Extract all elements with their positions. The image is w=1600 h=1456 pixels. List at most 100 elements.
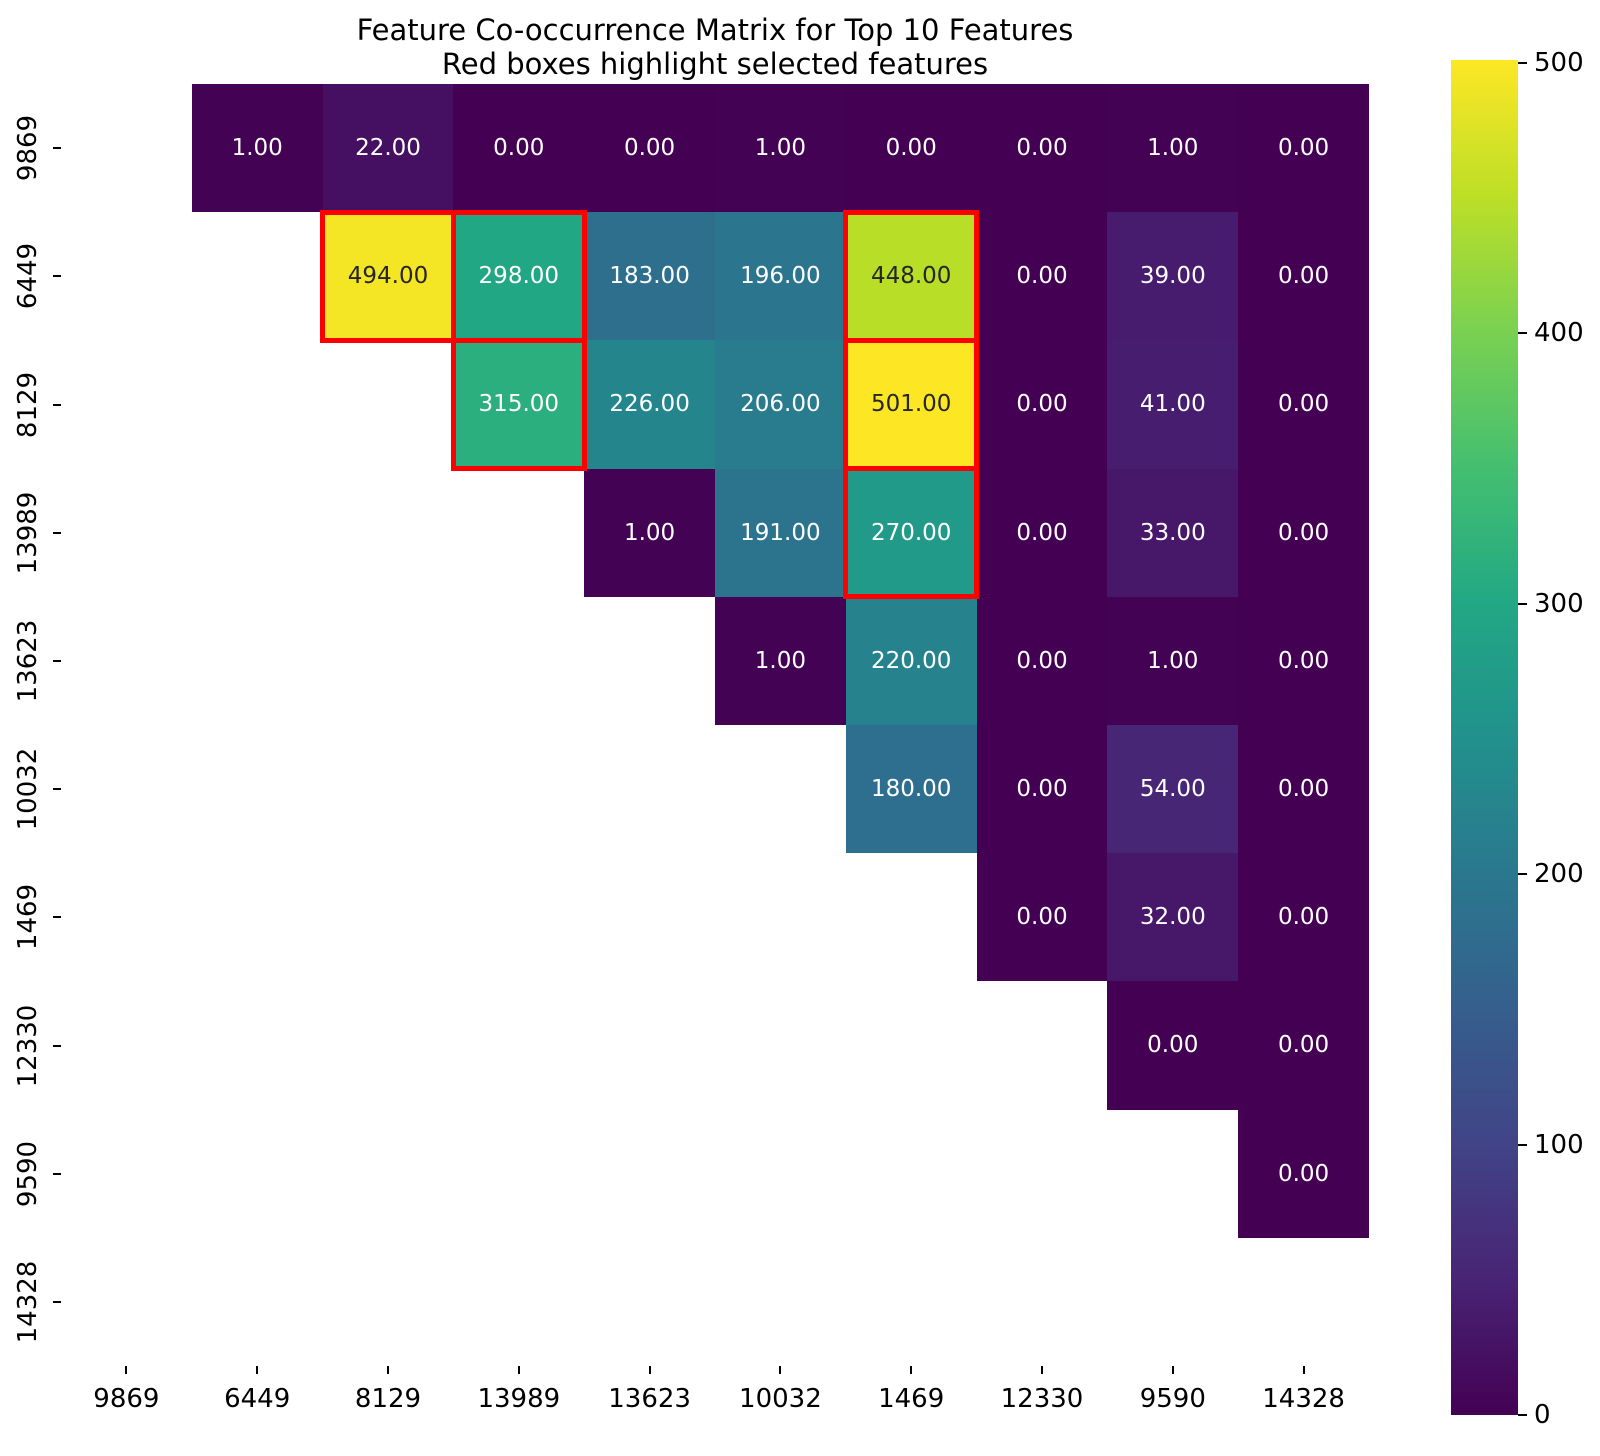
cell-13623-12330: 0.00: [976, 596, 1108, 725]
cell-9869-8129: 22.00: [322, 84, 454, 213]
cell-10032-14328: 0.00: [1238, 725, 1369, 854]
cell-9869-10032: 1.00: [715, 84, 846, 213]
y-tick-label-1469: 1469: [13, 884, 43, 951]
y-tick-label-14328: 14328: [13, 1260, 43, 1344]
cell-8129-14328: 0.00: [1238, 340, 1369, 469]
colorbar-tick-label-0: 0: [1534, 1400, 1551, 1430]
y-tick-label-6449: 6449: [13, 243, 43, 310]
chart-title-line2: Red boxes highlight selected features: [441, 47, 989, 81]
y-tick-mark: [53, 788, 61, 791]
x-tick-mark: [1041, 1366, 1043, 1374]
cell-8129-9590: 41.00: [1107, 340, 1239, 469]
cell-9869-12330: 0.00: [976, 84, 1108, 213]
y-tick-label-9869: 9869: [13, 115, 43, 182]
x-tick-mark: [1171, 1366, 1174, 1374]
y-tick-label-12330: 12330: [13, 1004, 43, 1087]
y-tick-mark: [53, 275, 61, 278]
y-tick-mark: [53, 147, 61, 150]
x-tick-label-6449: 6449: [224, 1384, 291, 1414]
x-tick-mark: [779, 1366, 782, 1374]
x-tick-label-1469: 1469: [878, 1384, 945, 1414]
colorbar-tick-mark: [1518, 1414, 1527, 1416]
y-tick-label-13989: 13989: [13, 491, 43, 575]
x-tick-label-13989: 13989: [477, 1384, 561, 1414]
cell-6449-9590: 39.00: [1107, 212, 1239, 341]
cell-10032-9590: 54.00: [1107, 725, 1239, 854]
colorbar-tick-label-200: 200: [1534, 859, 1584, 890]
colorbar-tick-mark: [1518, 1143, 1527, 1146]
x-tick-mark: [125, 1366, 128, 1374]
cell-9869-6449: 1.00: [191, 84, 323, 213]
y-tick-mark: [53, 916, 61, 919]
cell-13989-9590: 33.00: [1107, 468, 1239, 597]
cell-6449-10032: 196.00: [715, 212, 846, 341]
x-tick-label-8129: 8129: [354, 1384, 422, 1414]
cell-10032-12330: 0.00: [976, 725, 1108, 854]
cell-13989-10032: 191.00: [715, 468, 846, 597]
cell-12330-14328: 0.00: [1238, 981, 1369, 1110]
cell-6449-14328: 0.00: [1238, 212, 1369, 341]
colorbar-tick-label-400: 400: [1534, 318, 1584, 349]
colorbar: [1451, 60, 1518, 1415]
cell-13989-1469: 270.00: [845, 468, 977, 597]
cell-8129-13989: 315.00: [453, 340, 585, 469]
cell-13989-12330: 0.00: [976, 468, 1108, 597]
cell-9590-14328: 0.00: [1238, 1109, 1369, 1238]
cell-6449-13623: 183.00: [584, 212, 715, 341]
x-tick-mark: [1302, 1366, 1305, 1374]
y-tick-mark: [53, 1044, 61, 1047]
colorbar-tick-mark: [1518, 61, 1527, 64]
y-tick-label-10032: 10032: [13, 747, 43, 831]
colorbar-tick-mark: [1518, 602, 1527, 605]
y-tick-mark: [53, 531, 61, 534]
cell-6449-12330: 0.00: [976, 212, 1108, 341]
cell-12330-9590: 0.00: [1107, 981, 1239, 1110]
x-tick-label-13623: 13623: [608, 1384, 691, 1414]
colorbar-tick-label-300: 300: [1534, 588, 1584, 619]
x-tick-mark: [517, 1366, 520, 1374]
x-tick-label-14328: 14328: [1262, 1384, 1345, 1414]
cell-13623-14328: 0.00: [1238, 596, 1369, 725]
y-tick-label-9590: 9590: [13, 1140, 43, 1207]
cell-9869-9590: 1.00: [1107, 84, 1239, 213]
cell-10032-1469: 180.00: [845, 725, 977, 854]
cell-8129-10032: 206.00: [715, 340, 846, 469]
y-tick-mark: [53, 1172, 61, 1175]
colorbar-tick-mark: [1518, 332, 1527, 335]
cell-9869-14328: 0.00: [1238, 84, 1369, 213]
cell-13989-14328: 0.00: [1238, 468, 1369, 597]
chart-title-line1: Feature Co-occurrence Matrix for Top 10 …: [356, 13, 1074, 47]
y-tick-label-8129: 8129: [13, 371, 43, 438]
chart-title: Feature Co-occurrence Matrix for Top 10 …: [61, 13, 1369, 81]
cell-6449-13989: 298.00: [453, 212, 585, 341]
x-tick-mark: [256, 1366, 259, 1374]
y-tick-mark: [53, 403, 61, 406]
cell-13623-1469: 220.00: [845, 596, 977, 725]
cell-1469-9590: 32.00: [1107, 853, 1239, 982]
cell-1469-12330: 0.00: [976, 853, 1108, 982]
cell-13989-13623: 1.00: [584, 468, 715, 597]
cell-9869-13623: 0.00: [584, 84, 715, 213]
cell-13623-9590: 1.00: [1107, 596, 1239, 725]
cell-6449-8129: 494.00: [322, 212, 454, 341]
cell-1469-14328: 0.00: [1238, 853, 1369, 982]
cell-8129-12330: 0.00: [976, 340, 1108, 469]
x-tick-label-9590: 9590: [1139, 1384, 1206, 1414]
colorbar-tick-label-100: 100: [1534, 1129, 1584, 1160]
cell-8129-1469: 501.00: [845, 340, 977, 469]
x-tick-mark: [387, 1366, 389, 1374]
colorbar-tick-label-500: 500: [1534, 47, 1584, 78]
cell-9869-1469: 0.00: [845, 84, 977, 213]
cell-13623-10032: 1.00: [715, 596, 846, 725]
x-tick-mark: [648, 1366, 651, 1374]
x-tick-label-12330: 12330: [1000, 1384, 1084, 1414]
x-tick-label-9869: 9869: [93, 1384, 160, 1414]
cell-6449-1469: 448.00: [845, 212, 977, 341]
y-tick-mark: [53, 1300, 61, 1303]
y-tick-mark: [53, 659, 61, 662]
x-tick-label-10032: 10032: [739, 1384, 822, 1414]
colorbar-tick-mark: [1518, 873, 1527, 876]
cell-9869-13989: 0.00: [453, 84, 585, 213]
cell-8129-13623: 226.00: [584, 340, 715, 469]
